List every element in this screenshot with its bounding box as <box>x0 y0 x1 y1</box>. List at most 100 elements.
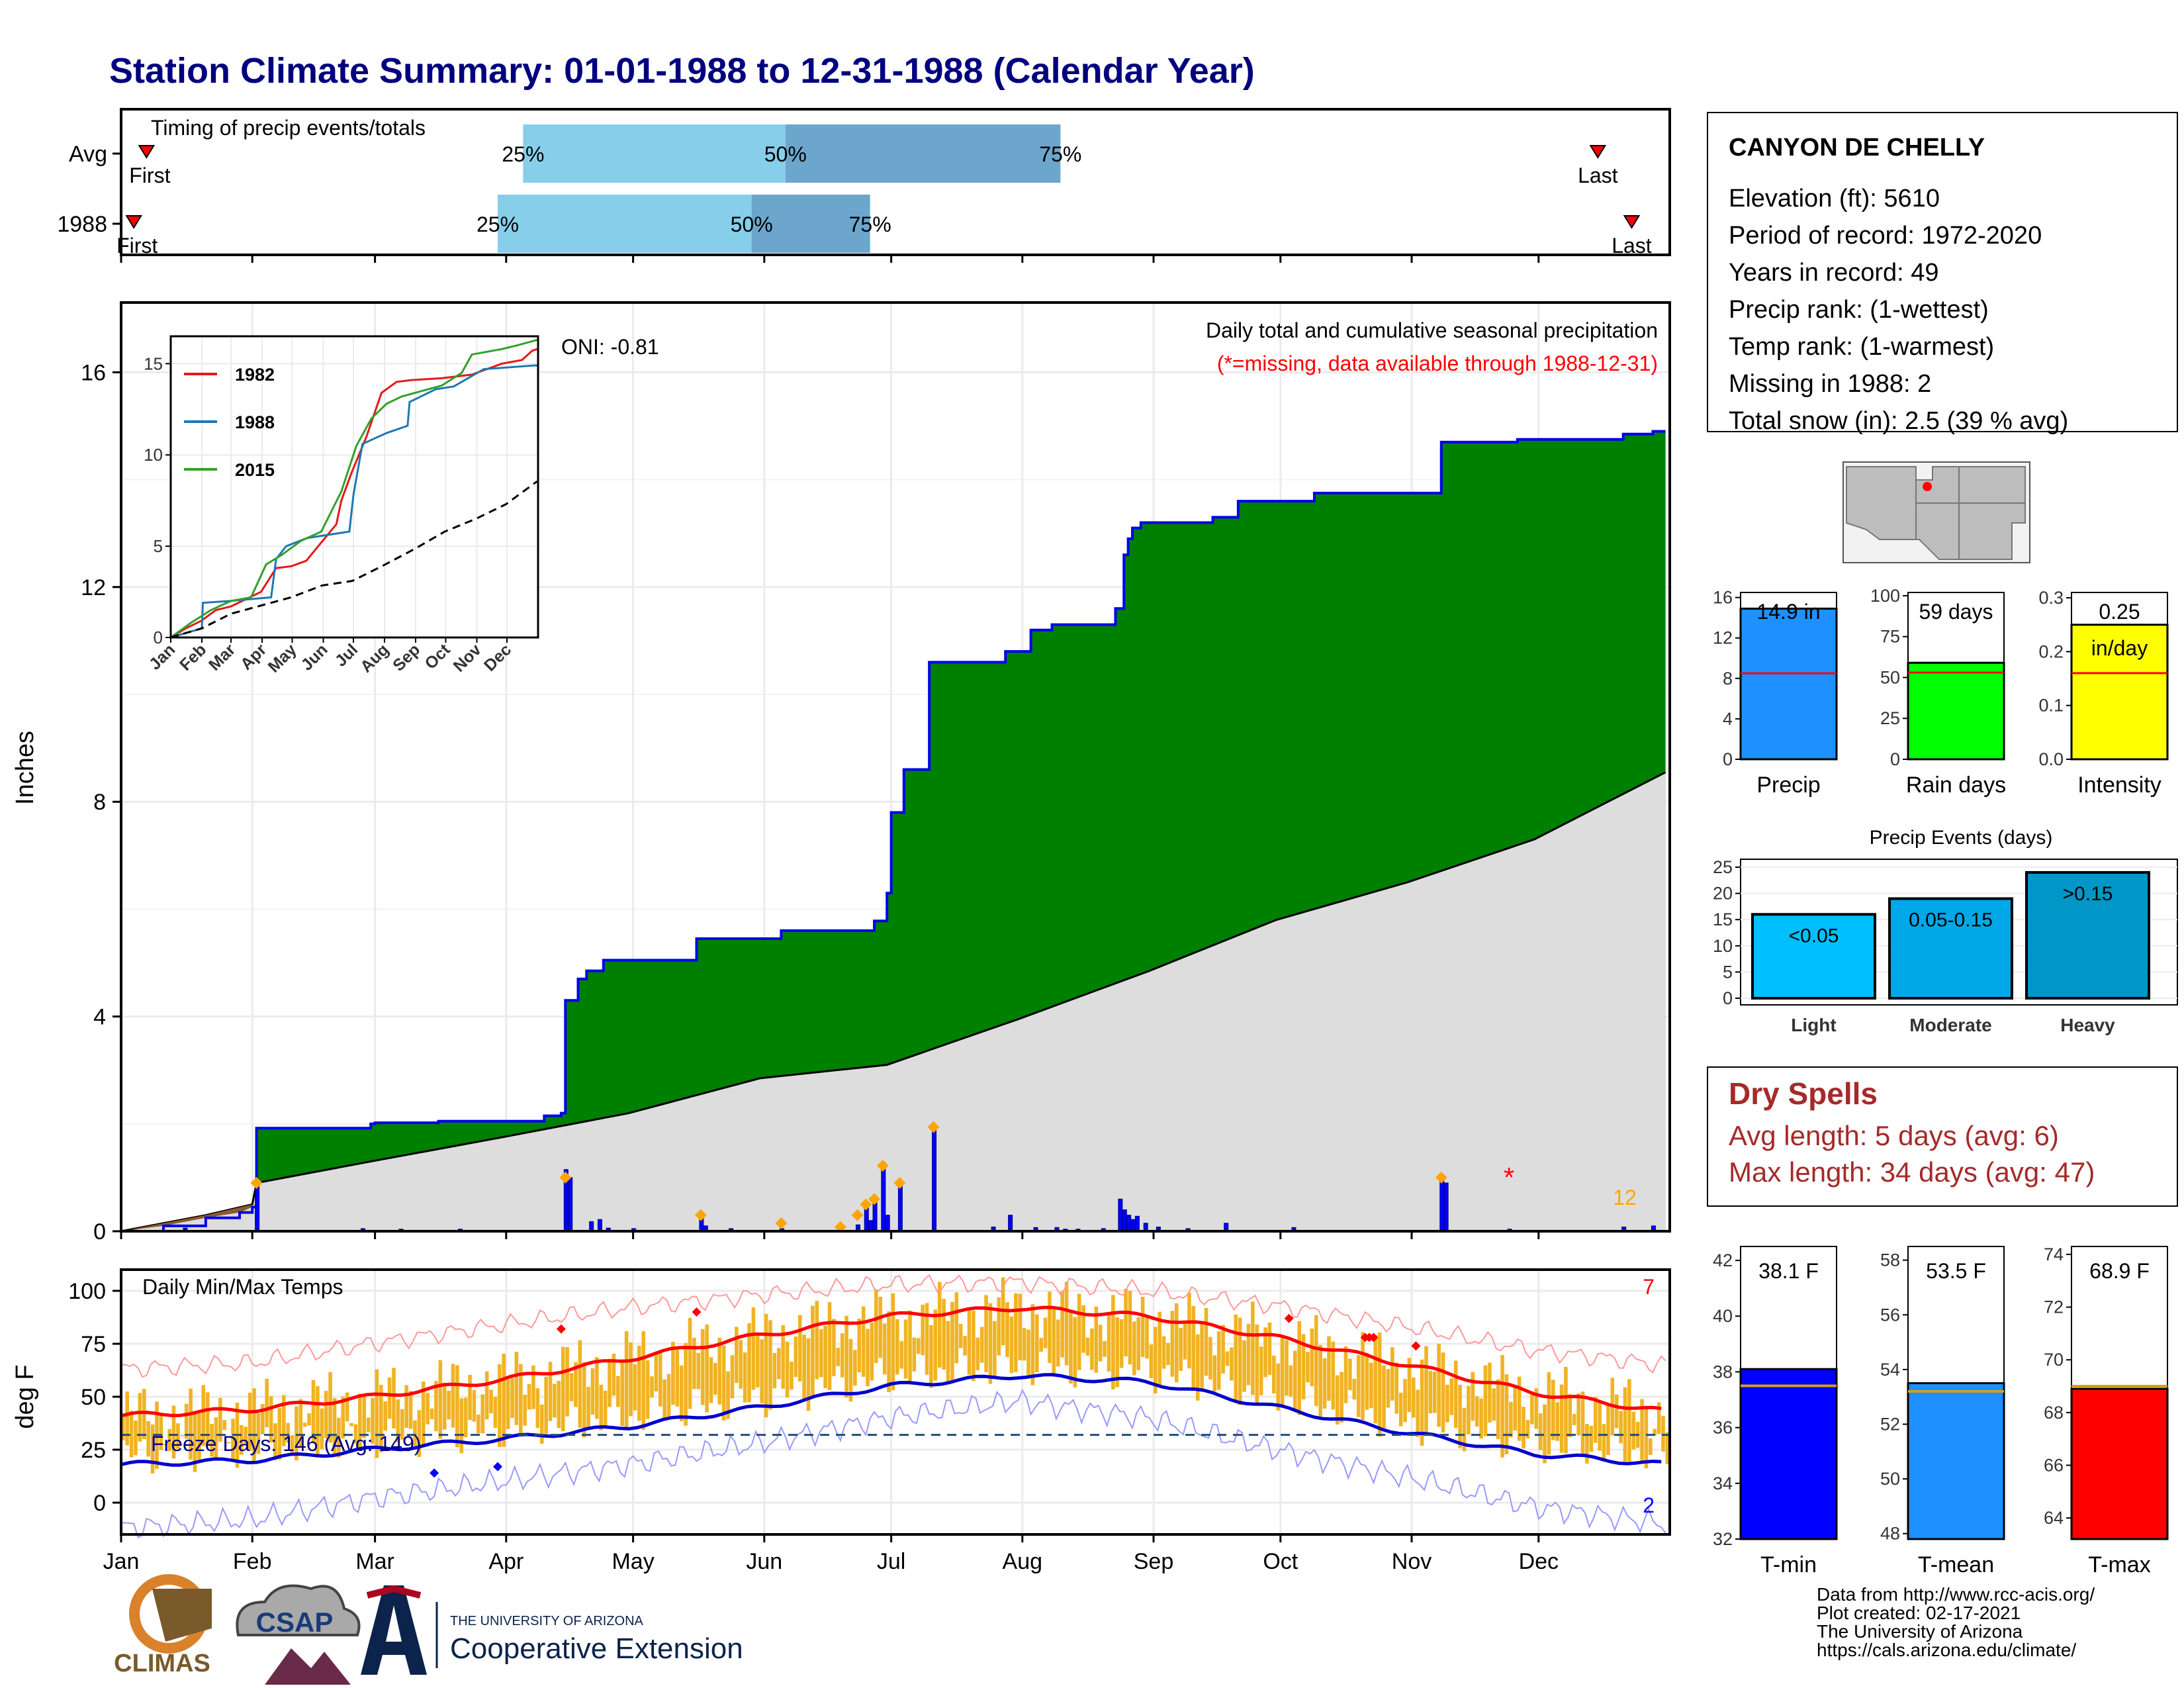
daily-precip-bar <box>881 1162 886 1232</box>
record-high-marker <box>556 1324 566 1334</box>
daily-temp-bar <box>1221 1325 1225 1374</box>
daily-temp-bar <box>1593 1397 1598 1443</box>
mini-temp-value-label: 68.9 F <box>2089 1259 2150 1283</box>
daily-temp-bar <box>442 1382 447 1430</box>
timing-bar-25-50 <box>498 195 752 253</box>
daily-temp-bar <box>256 1413 261 1454</box>
daily-temp-bar <box>726 1371 730 1419</box>
timing-bar-50-75 <box>751 195 870 253</box>
daily-temp-bar <box>1412 1378 1416 1418</box>
timing-pct-50: 50% <box>764 142 807 166</box>
daily-temp-bar <box>578 1340 582 1428</box>
daily-temp-bar <box>688 1317 692 1409</box>
daily-temp-bar <box>984 1295 988 1372</box>
daily-temp-bar <box>480 1394 485 1434</box>
daily-temp-bar <box>167 1429 171 1452</box>
daily-temp-bar <box>1623 1387 1627 1462</box>
daily-temp-bar <box>1555 1402 1559 1441</box>
daily-precip-bar <box>885 1215 890 1232</box>
first-label: First <box>129 164 170 187</box>
daily-temp-bar <box>1534 1388 1539 1429</box>
daily-temp-bar <box>1208 1336 1212 1380</box>
mini-temp-name: T-mean <box>1918 1552 1994 1577</box>
daily-temp-bar <box>1386 1368 1390 1408</box>
info-frame <box>1707 112 2178 432</box>
daily-temp-bar <box>498 1364 502 1447</box>
daily-temp-bar <box>1124 1288 1128 1357</box>
footer-credit-line: Data from http://www.rcc-acis.org/ <box>1817 1584 2095 1605</box>
daily-temp-bar <box>866 1329 870 1387</box>
info-lines: Elevation (ft): 5610 Period of record: 19… <box>1729 185 2068 435</box>
daily-temp-bar <box>1475 1396 1479 1427</box>
daily-temp-bar <box>781 1325 785 1389</box>
events-ytick-label: 5 <box>1723 962 1733 982</box>
daily-temp-bar <box>1606 1405 1610 1455</box>
mini-precip-ytick-label: 25 <box>1880 708 1900 728</box>
daily-temp-bar <box>946 1321 950 1382</box>
cumulative-average-line <box>120 771 1666 1233</box>
daily-temp-bar <box>379 1385 383 1452</box>
daily-temp-bar <box>463 1397 468 1438</box>
climas-mountain-icon <box>152 1589 212 1642</box>
inset-series-2015 <box>170 339 537 639</box>
events-bar-moderate <box>1888 897 2013 1000</box>
temp-data <box>120 1274 1670 1539</box>
month-label: Apr <box>488 1549 523 1574</box>
climas-logo: CLIMAS <box>114 1574 212 1677</box>
daily-temp-bar <box>1200 1321 1204 1389</box>
snow-marker <box>893 1177 906 1190</box>
daily-temp-bar <box>523 1394 527 1426</box>
daily-precip-bar <box>897 1182 903 1232</box>
month-label: May <box>612 1549 654 1574</box>
daily-temp-bar <box>1373 1335 1378 1424</box>
daily-temp-bar <box>455 1365 459 1448</box>
first-label: First <box>116 234 158 258</box>
daily-temp-bar <box>772 1352 777 1389</box>
daily-temp-bar <box>171 1405 176 1459</box>
mini-temp-value-label: 38.1 F <box>1758 1259 1819 1283</box>
daily-temp-bar <box>430 1408 434 1419</box>
snow-marker <box>851 1209 864 1221</box>
daily-temp-bar <box>1394 1362 1399 1414</box>
daily-temp-bar <box>1246 1323 1251 1385</box>
events-ytick-label: 20 <box>1713 884 1733 904</box>
daily-temp-bar <box>1369 1362 1373 1409</box>
daily-temp-bar <box>544 1376 548 1438</box>
daily-temp-bar <box>184 1403 189 1439</box>
daily-temp-bar <box>332 1398 337 1457</box>
daily-temp-bar <box>1416 1389 1420 1437</box>
info-line: Precip rank: (1-wettest) <box>1729 296 1989 324</box>
daily-temp-bar <box>1471 1372 1475 1421</box>
daily-temp-bar <box>844 1315 848 1398</box>
daily-temp-bar <box>700 1329 705 1405</box>
inset-ytick-label: 5 <box>154 536 163 556</box>
daily-temp-bar <box>1627 1379 1631 1462</box>
record-low-count: 2 <box>1643 1493 1655 1517</box>
mini-precip-sublabel: in/day <box>2091 636 2148 660</box>
daily-temp-bar <box>1564 1366 1568 1454</box>
mini-precip-ytick-label: 0.0 <box>2038 749 2064 769</box>
daily-temp-bar <box>1026 1329 1030 1376</box>
daily-temp-bar <box>1509 1401 1513 1438</box>
mini-temp-ytick-label: 38 <box>1713 1362 1733 1382</box>
daily-temp-bar <box>870 1323 874 1381</box>
mini-temp-ytick-label: 48 <box>1880 1524 1900 1544</box>
daily-temp-bar <box>231 1419 235 1462</box>
daily-temp-bar <box>408 1391 413 1429</box>
daily-temp-bar <box>590 1368 595 1415</box>
daily-temp-bar <box>832 1319 836 1376</box>
daily-temp-bar <box>743 1352 747 1403</box>
daily-temp-bar <box>654 1352 659 1391</box>
daily-temp-bar <box>1242 1340 1246 1392</box>
mini-temp-ytick-label: 56 <box>1880 1305 1900 1325</box>
daily-temp-bar <box>1467 1385 1471 1434</box>
daily-temp-bar <box>1551 1380 1555 1440</box>
daily-temp-bar <box>721 1345 726 1421</box>
daily-temp-bar <box>1428 1371 1433 1414</box>
daily-temp-bar <box>620 1362 625 1427</box>
daily-temp-bar <box>1048 1291 1052 1364</box>
daily-temp-bar <box>269 1396 273 1442</box>
daily-temp-bar <box>421 1382 426 1446</box>
daily-temp-bar <box>717 1337 722 1405</box>
footer: CLIMAS CSAP THE UNIVERSITY OF ARIZONA Co… <box>114 1574 2095 1685</box>
